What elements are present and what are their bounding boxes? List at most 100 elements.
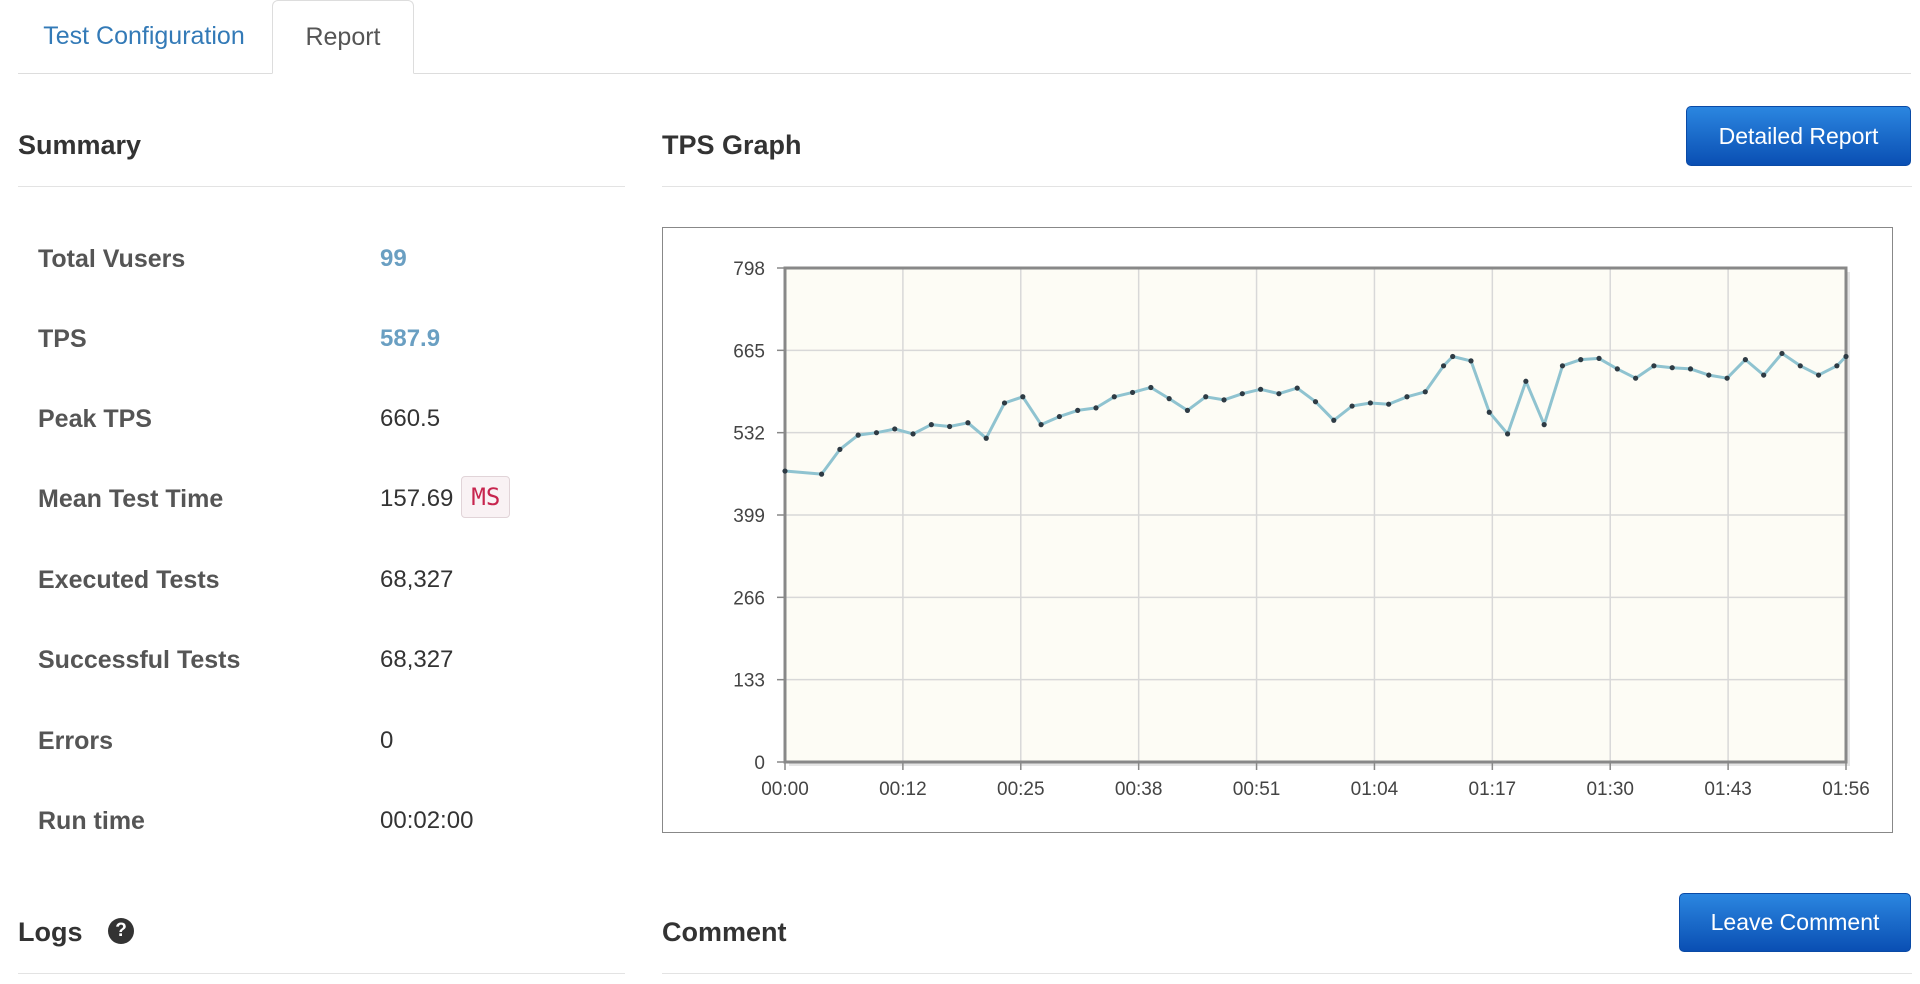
- x-tick-label: 00:38: [1115, 779, 1163, 800]
- data-point: [1779, 350, 1785, 357]
- data-point: [1093, 405, 1099, 411]
- data-point: [1815, 372, 1822, 378]
- summary-value[interactable]: 99: [380, 229, 407, 289]
- data-point: [1221, 397, 1227, 403]
- summary-value: 660.5: [380, 389, 440, 449]
- summary-value: 157.69 MS: [380, 469, 511, 529]
- summary-row: Mean Test Time 157.69 MS: [38, 469, 598, 529]
- summary-row: Run time 00:02:00: [38, 791, 598, 851]
- summary-value: 0: [380, 711, 393, 771]
- summary-value-text: 157.69: [380, 485, 454, 512]
- tab-report[interactable]: Report: [272, 0, 414, 74]
- data-point: [1843, 353, 1849, 360]
- leave-comment-button[interactable]: Leave Comment: [1679, 893, 1911, 952]
- summary-value-text: 0: [380, 727, 394, 754]
- x-tick-label: 00:25: [997, 779, 1045, 800]
- data-point: [892, 426, 898, 432]
- data-point: [1184, 407, 1191, 413]
- summary-row: Executed Tests 68,327: [38, 550, 598, 610]
- summary-label: TPS: [38, 325, 87, 353]
- x-tick-label: 00:00: [761, 779, 809, 800]
- data-point: [1706, 372, 1712, 378]
- summary-value-text: 00:02:00: [380, 807, 474, 834]
- tps-graph-divider: [662, 186, 1912, 187]
- x-tick-label: 01:17: [1469, 779, 1517, 800]
- data-point: [782, 468, 788, 474]
- summary-row: Peak TPS 660.5: [38, 389, 598, 449]
- data-point: [1834, 363, 1840, 369]
- data-point: [818, 471, 825, 477]
- summary-value-text: 68,327: [380, 646, 454, 673]
- data-point: [1129, 389, 1136, 396]
- data-point: [1276, 391, 1282, 397]
- data-point: [1541, 422, 1547, 428]
- summary-value: 68,327: [380, 550, 453, 610]
- tab-test-configuration[interactable]: Test Configuration: [43, 22, 245, 50]
- data-point: [1349, 403, 1355, 409]
- summary-row: Successful Tests 68,327: [38, 630, 598, 690]
- summary-value-text: 660.5: [380, 405, 441, 432]
- data-point: [1331, 417, 1337, 423]
- tab-bar: Test Configuration Report: [18, 0, 1911, 74]
- help-icon[interactable]: ?: [108, 918, 134, 944]
- logs-divider: [18, 973, 625, 974]
- summary-row: Total Vusers 99: [38, 229, 598, 289]
- data-point: [983, 435, 989, 441]
- comment-title: Comment: [662, 917, 787, 947]
- data-point: [947, 423, 953, 430]
- data-point: [928, 422, 934, 428]
- summary-label: Errors: [38, 727, 114, 755]
- summary-label: Executed Tests: [38, 566, 220, 594]
- data-point: [1440, 363, 1447, 369]
- data-point: [1504, 431, 1511, 437]
- summary-value-text: 587.9: [380, 325, 441, 352]
- data-point: [1075, 407, 1081, 413]
- data-point: [1578, 357, 1584, 363]
- summary-value-text: 68,327: [380, 566, 454, 593]
- y-tick-label: 665: [733, 341, 765, 362]
- data-point: [837, 446, 843, 452]
- data-point: [1669, 365, 1675, 371]
- summary-label: Peak TPS: [38, 405, 152, 433]
- data-point: [1312, 399, 1319, 405]
- data-point: [1797, 363, 1803, 369]
- data-point: [1001, 400, 1008, 406]
- summary-label: Mean Test Time: [38, 485, 224, 513]
- data-point: [1203, 394, 1209, 400]
- tps-graph-title: TPS Graph: [662, 130, 802, 160]
- data-point: [1450, 353, 1456, 360]
- data-point: [1111, 394, 1117, 400]
- summary-label: Run time: [38, 807, 145, 835]
- data-point: [1761, 372, 1767, 378]
- x-tick-label: 01:04: [1351, 779, 1399, 800]
- data-point: [1614, 366, 1620, 372]
- y-tick-label: 399: [733, 506, 765, 527]
- data-point: [1724, 375, 1730, 381]
- summary-value: 00:02:00: [380, 791, 473, 851]
- data-point: [1633, 375, 1639, 381]
- summary-label: Successful Tests: [38, 646, 241, 674]
- x-tick-label: 01:30: [1586, 779, 1634, 800]
- data-point: [1559, 363, 1566, 369]
- summary-title: Summary: [18, 130, 142, 160]
- summary-label: Total Vusers: [38, 245, 186, 273]
- y-tick-label: 798: [733, 259, 765, 280]
- x-tick-label: 00:51: [1233, 779, 1281, 800]
- summary-row: TPS 587.9: [38, 309, 598, 369]
- data-point: [1687, 366, 1694, 372]
- y-tick-label: 133: [733, 671, 765, 692]
- summary-value[interactable]: 587.9: [380, 309, 440, 369]
- plot-border: [783, 266, 1848, 764]
- x-tick-label: 01:56: [1822, 779, 1870, 800]
- data-point: [1523, 378, 1529, 384]
- data-point: [1422, 389, 1428, 395]
- data-point: [1596, 355, 1602, 361]
- data-point: [873, 430, 880, 436]
- tps-chart: 798 665 532 399 266 133 0 00:00 00:12 00:25 00:38 0…: [662, 227, 1893, 833]
- data-point: [855, 432, 861, 438]
- data-point: [1404, 394, 1410, 400]
- detailed-report-button[interactable]: Detailed Report: [1686, 106, 1911, 166]
- summary-divider: [18, 186, 625, 187]
- tps-chart-svg: 798 665 532 399 266 133 0 00:00 00:12 00:25 00:38 0…: [733, 259, 1870, 800]
- data-point: [1166, 396, 1172, 402]
